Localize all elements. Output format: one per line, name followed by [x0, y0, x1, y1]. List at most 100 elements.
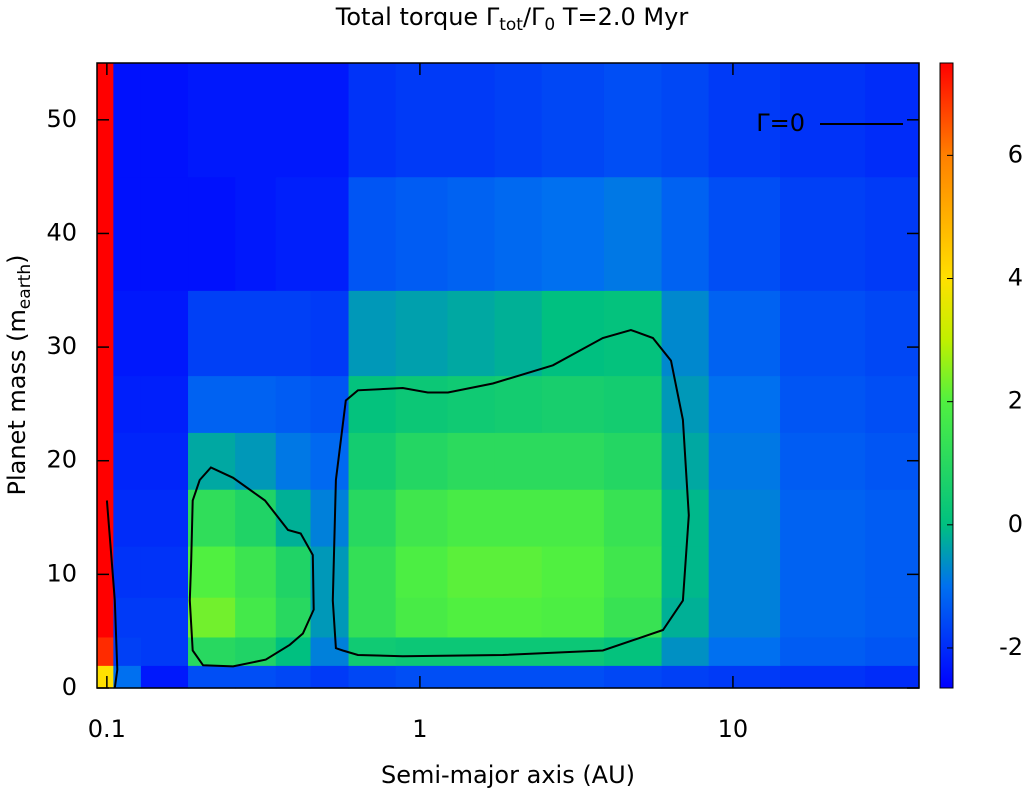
heat-cell — [97, 375, 114, 433]
heat-cell — [275, 665, 312, 689]
y-tick-label: 20 — [46, 446, 77, 474]
chart-title: Total torque Γtot/Γ0 T=2.0 Myr — [335, 3, 689, 35]
heat-cell — [113, 597, 142, 638]
heat-cell — [97, 489, 114, 547]
heat-cell — [865, 375, 920, 433]
heat-cell — [708, 597, 781, 638]
heat-cell — [235, 665, 277, 689]
heat-cell — [708, 375, 781, 433]
heat-cell — [275, 489, 312, 547]
heat-cell — [113, 545, 142, 598]
heat-cell — [865, 665, 920, 689]
heat-cell — [235, 545, 277, 598]
heat-cell — [275, 375, 312, 433]
heat-cell — [708, 176, 781, 291]
heat-cell — [603, 665, 663, 689]
heat-cell — [275, 597, 312, 638]
heat-cell — [310, 176, 350, 291]
heat-cell — [395, 375, 449, 433]
heat-cell — [865, 545, 920, 598]
heat-cell — [447, 636, 496, 666]
heat-cell — [494, 597, 543, 638]
heat-cell — [780, 176, 866, 291]
heat-cell — [310, 489, 350, 547]
heat-cell — [235, 597, 277, 638]
heat-cell — [188, 290, 236, 377]
heat-cell — [541, 432, 605, 490]
heat-cell — [348, 597, 397, 638]
heat-cell — [140, 597, 189, 638]
heat-cell — [395, 290, 449, 377]
y-tick-label: 0 — [62, 673, 77, 701]
x-tick-label: 1 — [412, 715, 427, 743]
heat-cell — [494, 176, 543, 291]
heat-cell — [140, 290, 189, 377]
y-axis-label: Planet mass (mearth) — [3, 254, 35, 495]
plot-frame — [96, 62, 920, 689]
heat-cell — [603, 63, 663, 178]
heat-cell — [780, 636, 866, 666]
heat-cell — [188, 63, 236, 178]
heat-cell — [494, 489, 543, 547]
colorbar-tick-label: 0 — [1008, 510, 1023, 538]
heat-cell — [708, 63, 781, 178]
y-tick-label: 40 — [46, 218, 77, 246]
contour-line — [105, 500, 119, 689]
heat-cell — [708, 665, 781, 689]
heat-cell — [541, 63, 605, 178]
heat-cell — [348, 432, 397, 490]
heat-cell — [494, 290, 543, 377]
heat-cell — [310, 432, 350, 490]
contour-line — [188, 466, 315, 668]
heat-cell — [113, 489, 142, 547]
heat-cell — [603, 489, 663, 547]
heat-cell — [780, 545, 866, 598]
heat-cell — [348, 665, 397, 689]
title-part: T=2.0 Myr — [555, 3, 688, 31]
heat-cell — [348, 545, 397, 598]
heat-cell — [395, 176, 449, 291]
heat-cell — [140, 665, 189, 689]
heat-cell — [113, 375, 142, 433]
heat-cell — [275, 432, 312, 490]
heat-cell — [603, 176, 663, 291]
colorbar-tick-label: 4 — [1008, 264, 1023, 292]
heatmap — [97, 63, 920, 689]
heat-cell — [310, 63, 350, 178]
heat-cell — [603, 375, 663, 433]
heat-cell — [188, 375, 236, 433]
title-part: Total torque Γ — [335, 3, 500, 31]
ylabel-part: earth — [15, 264, 35, 309]
contour-line — [331, 328, 690, 658]
heat-cell — [235, 63, 277, 178]
heat-cell — [235, 176, 277, 291]
heat-cell — [140, 432, 189, 490]
heat-cell — [395, 545, 449, 598]
heat-cell — [395, 63, 449, 178]
heat-cell — [310, 597, 350, 638]
title-part: /Γ — [523, 3, 545, 31]
heat-cell — [97, 545, 114, 598]
heat-cell — [780, 432, 866, 490]
heat-cell — [235, 290, 277, 377]
heat-cell — [603, 636, 663, 666]
heat-cell — [97, 290, 114, 377]
heat-cell — [708, 432, 781, 490]
heat-cell — [113, 432, 142, 490]
heat-cell — [494, 63, 543, 178]
heat-cell — [235, 489, 277, 547]
heat-cell — [780, 375, 866, 433]
heat-cell — [310, 290, 350, 377]
heat-cell — [348, 375, 397, 433]
heat-cell — [275, 290, 312, 377]
heat-cell — [188, 176, 236, 291]
heat-cell — [97, 597, 114, 638]
heat-cell — [140, 636, 189, 666]
heat-cell — [447, 290, 496, 377]
heat-cell — [113, 176, 142, 291]
title-part: 0 — [544, 15, 555, 35]
heat-cell — [348, 489, 397, 547]
heat-cell — [494, 636, 543, 666]
heat-cell — [494, 432, 543, 490]
heat-cell — [235, 432, 277, 490]
